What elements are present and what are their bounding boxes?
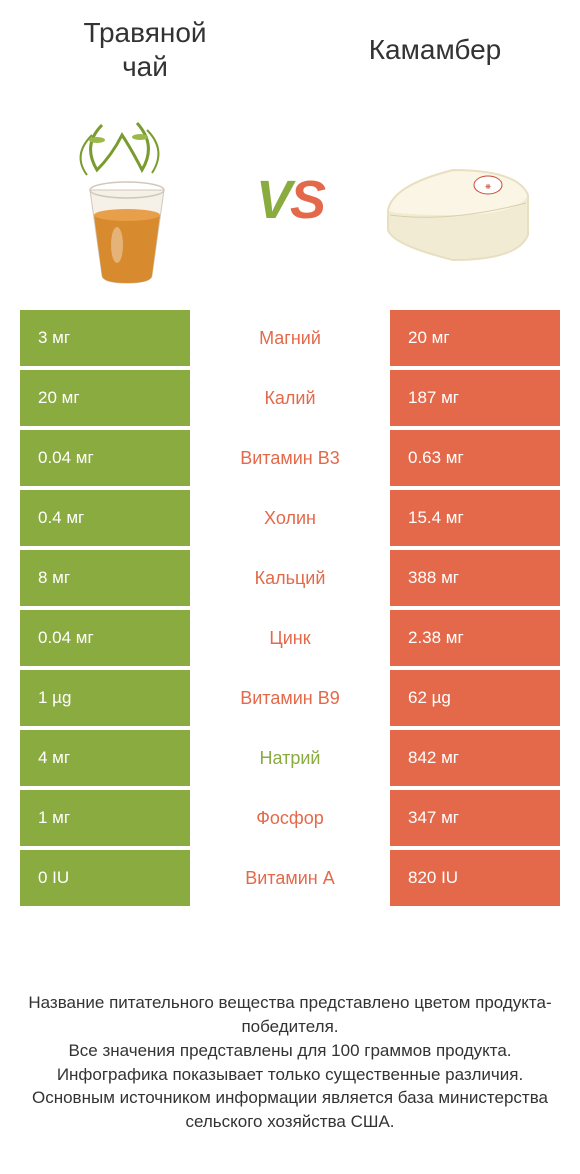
footer-line-1: Название питательного вещества представл…: [20, 991, 560, 1039]
cell-right-value: 0.63 мг: [390, 430, 560, 486]
svg-text:❋: ❋: [485, 183, 491, 191]
cell-nutrient-label: Цинк: [190, 610, 390, 666]
cell-right-value: 842 мг: [390, 730, 560, 786]
cell-right-value: 15.4 мг: [390, 490, 560, 546]
cell-left-value: 1 мг: [20, 790, 190, 846]
cell-left-value: 8 мг: [20, 550, 190, 606]
cell-nutrient-label: Витамин B3: [190, 430, 390, 486]
product-right-title: Камамбер: [290, 33, 580, 67]
cell-right-value: 347 мг: [390, 790, 560, 846]
footer-line-4: Основным источником информации является …: [20, 1086, 560, 1134]
vs-badge: VS: [256, 169, 324, 231]
table-row: 0.04 мгВитамин B30.63 мг: [20, 430, 560, 486]
header: Травяной чай Камамбер: [0, 0, 580, 100]
images-row: VS ❋: [0, 100, 580, 300]
cell-left-value: 20 мг: [20, 370, 190, 426]
header-right: Камамбер: [290, 33, 580, 67]
cell-left-value: 0.04 мг: [20, 430, 190, 486]
vs-s-letter: S: [290, 170, 324, 230]
cell-right-value: 20 мг: [390, 310, 560, 366]
cell-left-value: 0 IU: [20, 850, 190, 906]
cell-left-value: 4 мг: [20, 730, 190, 786]
cell-nutrient-label: Калий: [190, 370, 390, 426]
table-row: 3 мгМагний20 мг: [20, 310, 560, 366]
footer-line-2: Все значения представлены для 100 граммо…: [20, 1039, 560, 1063]
tea-glass-icon: [42, 115, 212, 285]
table-row: 0.4 мгХолин15.4 мг: [20, 490, 560, 546]
table-row: 4 мгНатрий842 мг: [20, 730, 560, 786]
cell-nutrient-label: Холин: [190, 490, 390, 546]
cell-nutrient-label: Витамин B9: [190, 670, 390, 726]
footer-line-3: Инфографика показывает только существенн…: [20, 1063, 560, 1087]
cell-right-value: 62 µg: [390, 670, 560, 726]
cell-left-value: 0.04 мг: [20, 610, 190, 666]
product-left-title: Травяной чай: [0, 16, 290, 83]
cell-nutrient-label: Фосфор: [190, 790, 390, 846]
cell-right-value: 187 мг: [390, 370, 560, 426]
vs-v-letter: V: [256, 170, 290, 230]
cell-nutrient-label: Натрий: [190, 730, 390, 786]
cheese-wedge-icon: ❋: [368, 115, 538, 285]
cell-right-value: 388 мг: [390, 550, 560, 606]
table-row: 1 мгФосфор347 мг: [20, 790, 560, 846]
header-left: Травяной чай: [0, 16, 290, 83]
cell-nutrient-label: Магний: [190, 310, 390, 366]
table-row: 0.04 мгЦинк2.38 мг: [20, 610, 560, 666]
product-right-image: ❋: [368, 115, 538, 285]
comparison-table: 3 мгМагний20 мг20 мгКалий187 мг0.04 мгВи…: [20, 310, 560, 906]
cell-right-value: 2.38 мг: [390, 610, 560, 666]
footer-note: Название питательного вещества представл…: [20, 991, 560, 1134]
cell-left-value: 0.4 мг: [20, 490, 190, 546]
cell-right-value: 820 IU: [390, 850, 560, 906]
cell-left-value: 3 мг: [20, 310, 190, 366]
product-left-image: [42, 115, 212, 285]
table-row: 0 IUВитамин A820 IU: [20, 850, 560, 906]
cell-nutrient-label: Кальций: [190, 550, 390, 606]
cell-left-value: 1 µg: [20, 670, 190, 726]
table-row: 1 µgВитамин B962 µg: [20, 670, 560, 726]
table-row: 8 мгКальций388 мг: [20, 550, 560, 606]
cell-nutrient-label: Витамин A: [190, 850, 390, 906]
table-row: 20 мгКалий187 мг: [20, 370, 560, 426]
